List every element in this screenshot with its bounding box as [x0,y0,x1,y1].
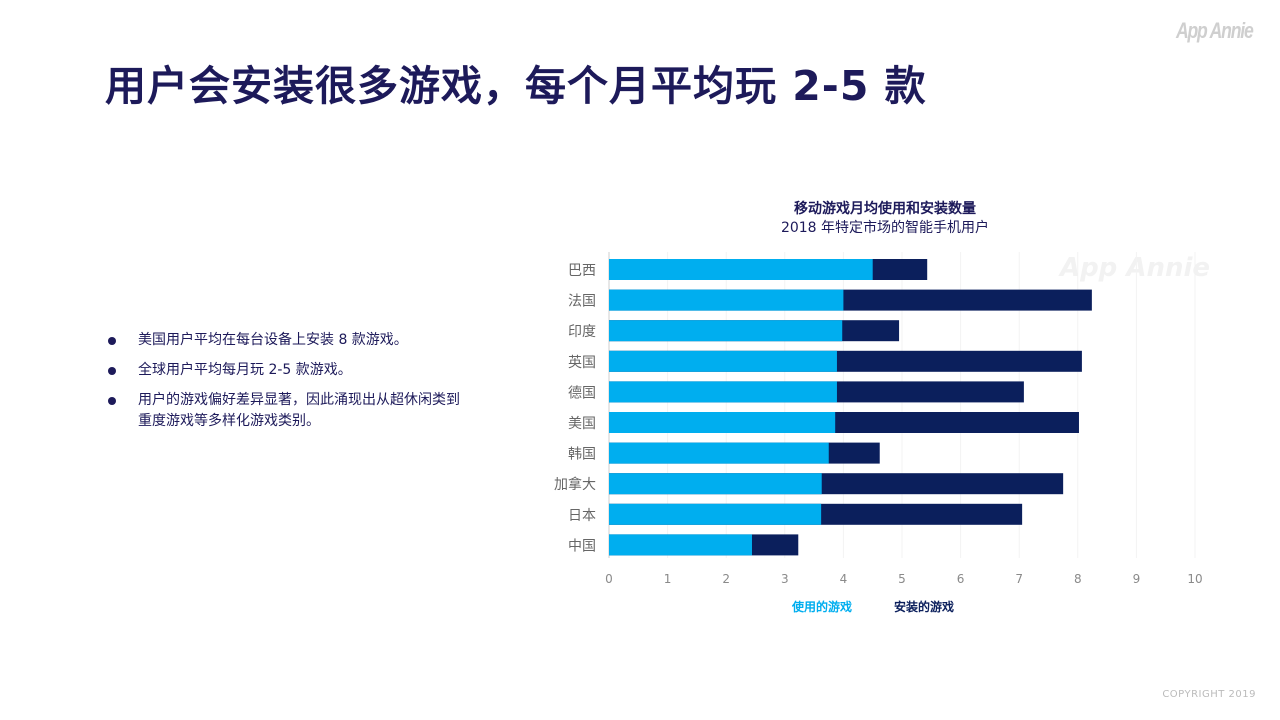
page-title: 用户会安装很多游戏，每个月平均玩 2-5 款 [105,62,927,110]
x-tick-label: 1 [664,572,672,586]
bar-used [609,350,837,372]
bullet-item: 用户的游戏偏好差异显著，因此涌现出从超休闲类到重度游戏等多样化游戏类别。 [105,390,465,432]
bar-used [609,259,873,280]
copyright: COPYRIGHT 2019 [1162,689,1256,700]
y-tick-label: 加拿大 [554,476,596,493]
y-tick-label: 英国 [568,354,596,371]
bullet-text: 全球用户平均每月玩 2-5 款游戏。 [138,362,352,378]
bullet-text: 美国用户平均在每台设备上安装 8 款游戏。 [138,332,408,348]
x-tick-label: 3 [781,572,789,586]
bullet-list: 美国用户平均在每台设备上安装 8 款游戏。 全球用户平均每月玩 2-5 款游戏。… [105,330,465,441]
bullet-dot-icon [108,337,116,345]
bar-used [609,442,829,464]
y-tick-label: 中国 [568,538,596,554]
x-tick-label: 2 [722,572,730,586]
x-tick-label: 5 [898,572,906,586]
bar-used [609,473,822,495]
bullet-dot-icon [108,397,116,405]
app-annie-logo: App Annie [1176,18,1254,43]
x-tick-label: 7 [1015,572,1023,586]
x-tick-label: 8 [1074,572,1082,586]
chart-subtitle: 2018 年特定市场的智能手机用户 [781,219,989,236]
chart-title: 移动游戏月均使用和安装数量 [794,200,976,217]
x-tick-label: 4 [840,572,848,586]
bar-used [609,289,844,311]
bullet-dot-icon [108,367,116,375]
x-tick-label: 9 [1133,572,1141,586]
chart-watermark: App Annie [1058,253,1210,283]
bar-used [609,534,752,556]
y-tick-label: 印度 [568,324,596,340]
legend-installed: 安装的游戏 [894,599,954,614]
y-tick-label: 巴西 [568,263,596,279]
y-tick-label: 韩国 [568,447,596,463]
x-tick-label: 6 [957,572,965,586]
bullet-text: 用户的游戏偏好差异显著，因此涌现出从超休闲类到重度游戏等多样化游戏类别。 [138,392,460,429]
y-tick-label: 美国 [568,416,596,432]
bar-used [609,412,836,433]
x-tick-label: 0 [605,572,613,586]
bar-used [609,381,837,403]
bar-used [609,320,843,342]
x-tick-label: 10 [1187,572,1202,586]
y-tick-label: 德国 [568,385,596,401]
bullet-item: 全球用户平均每月玩 2-5 款游戏。 [105,360,465,381]
bar-used [609,503,822,525]
legend-used: 使用的游戏 [791,599,852,614]
y-tick-label: 日本 [568,508,596,524]
bullet-item: 美国用户平均在每台设备上安装 8 款游戏。 [105,330,465,351]
y-tick-label: 法国 [568,294,596,310]
